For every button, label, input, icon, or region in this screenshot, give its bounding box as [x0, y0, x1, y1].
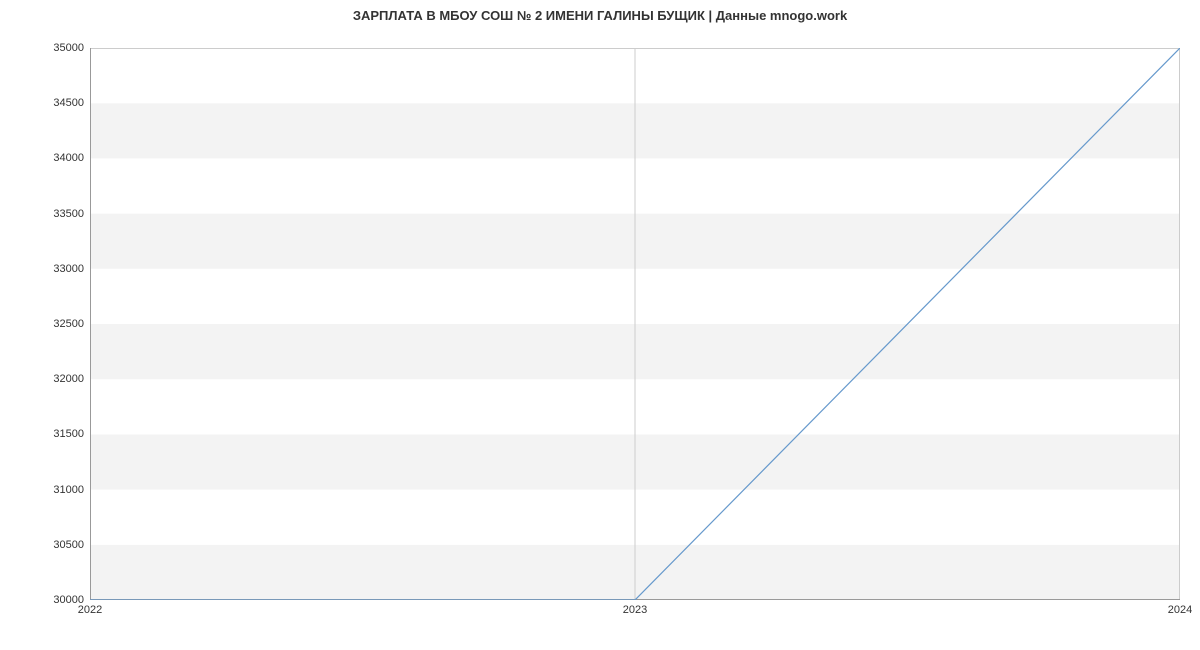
x-tick-label: 2024 [1168, 604, 1192, 616]
salary-chart: ЗАРПЛАТА В МБОУ СОШ № 2 ИМЕНИ ГАЛИНЫ БУЩ… [0, 0, 1200, 650]
x-tick-label: 2022 [78, 604, 102, 616]
x-tick-label: 2023 [623, 604, 647, 616]
y-tick-label: 33500 [0, 208, 84, 220]
plot-area [90, 48, 1180, 600]
y-tick-label: 35000 [0, 42, 84, 54]
x-axis-labels: 202220232024 [90, 600, 1180, 630]
y-tick-label: 31000 [0, 484, 84, 496]
chart-title: ЗАРПЛАТА В МБОУ СОШ № 2 ИМЕНИ ГАЛИНЫ БУЩ… [0, 8, 1200, 23]
y-tick-label: 32000 [0, 373, 84, 385]
y-tick-label: 32500 [0, 318, 84, 330]
y-tick-label: 30500 [0, 539, 84, 551]
y-axis-labels: 3000030500310003150032000325003300033500… [0, 48, 90, 600]
y-tick-label: 31500 [0, 428, 84, 440]
y-tick-label: 33000 [0, 263, 84, 275]
y-tick-label: 34000 [0, 152, 84, 164]
y-tick-label: 30000 [0, 594, 84, 606]
y-tick-label: 34500 [0, 97, 84, 109]
